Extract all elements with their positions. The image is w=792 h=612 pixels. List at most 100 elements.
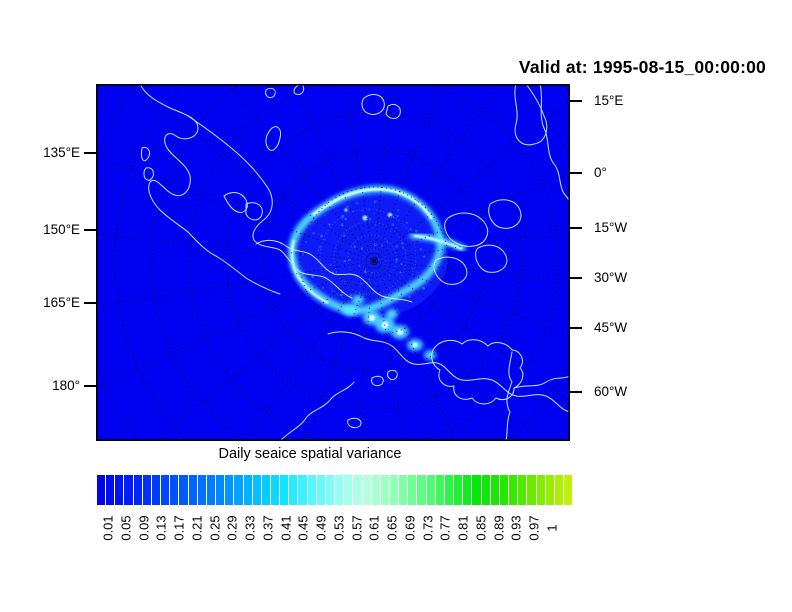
colorbar-segment [344,475,353,505]
islands-bottom-center [347,369,398,429]
colorbar-tick-label: 0.97 [526,515,542,541]
colorbar-segment [463,475,472,505]
colorbar-segment [216,475,225,505]
colorbar-segment [115,475,124,505]
colorbar-segment [225,475,234,505]
colorbar-segment [353,475,362,505]
coast-white-sea [223,192,263,221]
right-axis-tick [570,227,582,229]
left-axis-tick [84,152,96,154]
colorbar-segment [307,475,316,505]
ice-rim-core-top [312,187,434,220]
colorbar-segment [362,475,371,505]
colorbar-segment [133,475,142,505]
colorbar-tick-label: 0.65 [384,515,400,541]
colorbar-segment [490,475,499,505]
plot-title: Valid at: 1995-08-15_00:00:00 [518,57,766,77]
islands-canadian-archipelago [433,199,522,285]
colorbar-tick-label: 0.89 [491,515,507,541]
colorbar-segment [252,475,261,505]
colorbar-tick-label: 0.13 [153,515,169,541]
colorbar-segment [499,475,509,505]
island-novaya-zemlya [265,126,281,151]
islands-top-center [265,84,305,99]
coast-siberia [327,331,570,413]
colorbar-segment [426,475,435,505]
colorbar-segment [124,475,133,505]
ice-tail-core [413,234,463,251]
colorbar-segment [408,475,417,505]
colorbar-tick-label: 0.33 [242,515,258,541]
left-axis-label: 165°E [43,295,80,310]
right-axis-label: 0° [594,165,607,180]
colorbar-tick-label: 0.73 [420,515,436,541]
pole-dot [372,259,376,263]
arctic-map [96,84,570,441]
colorbar-segment [280,475,289,505]
colorbar-segment [527,475,536,505]
colorbar-segment [106,475,115,505]
colorbar-tick-label: 0.61 [366,515,382,541]
colorbar-tick-label: 0.05 [118,515,134,541]
coast-kara [255,239,413,303]
colorbar-segment [161,475,170,505]
colorbar-tick-label: 0.77 [437,515,453,541]
colorbar-tick-label: 0.45 [295,515,311,541]
colorbar-segment [554,475,563,505]
colorbar-segment [399,475,408,505]
colorbar-segment [234,475,243,505]
colorbar-segment [261,475,270,505]
colorbar-segment [444,475,454,505]
left-axis-label: 135°E [43,145,80,160]
coast-bottom-diagonal [279,381,355,441]
colorbar-tick-label: 0.53 [331,515,347,541]
colorbar-tick-label: 0.85 [473,515,489,541]
colorbar-segment [316,475,325,505]
colorbar-segment [380,475,389,505]
coast-greenland [514,84,548,146]
colorbar-segment [197,475,206,505]
colorbar-segment [536,475,545,505]
colorbar-tick-label: 0.81 [455,515,471,541]
left-axis-tick [84,229,96,231]
right-axis-label: 30°W [594,270,628,285]
colorbar-tick-label: 0.49 [313,515,329,541]
colorbar-segment [545,475,554,505]
colorbar-segment [179,475,188,505]
islands-svalbard [361,94,401,119]
colorbar-tick-label: 0.25 [207,515,223,541]
map-caption: Daily seaice spatial variance [218,446,402,462]
colorbar-segment [188,475,197,505]
right-axis-label: 60°W [594,384,628,399]
left-axis-label: 150°E [43,222,80,237]
right-axis-tick [570,327,582,329]
left-axis-tick [84,385,96,387]
colorbar-segment [390,475,399,505]
coast-taymyr-east [513,375,570,389]
colorbar-segment [335,475,344,505]
ice-north-specks [328,202,393,221]
ice-interior-contours [319,208,417,306]
graticule [96,84,570,441]
colorbar-segment [417,475,426,505]
coast-russia-nw [187,115,353,299]
colorbar-segment [151,475,161,505]
colorbar-segment [170,475,179,505]
colorbar-segment [206,475,216,505]
ocean-background [96,84,570,441]
colorbar-segment [481,475,490,505]
colorbar-segment [325,475,335,505]
colorbar-tick-label: 0.57 [349,515,365,541]
river-siberia [505,351,513,441]
colorbar-segment [142,475,151,505]
colorbar [97,475,573,505]
colorbar-tick-label: 0.01 [100,515,116,541]
colorbar-tick-label: 0.21 [189,515,205,541]
colorbar-tick-label: 0.17 [171,515,187,541]
left-axis-label: 180° [52,378,80,393]
colorbar-segment [298,475,307,505]
colorbar-segment [518,475,527,505]
right-axis-label: 15°E [594,93,624,108]
coast-norway [139,84,281,295]
